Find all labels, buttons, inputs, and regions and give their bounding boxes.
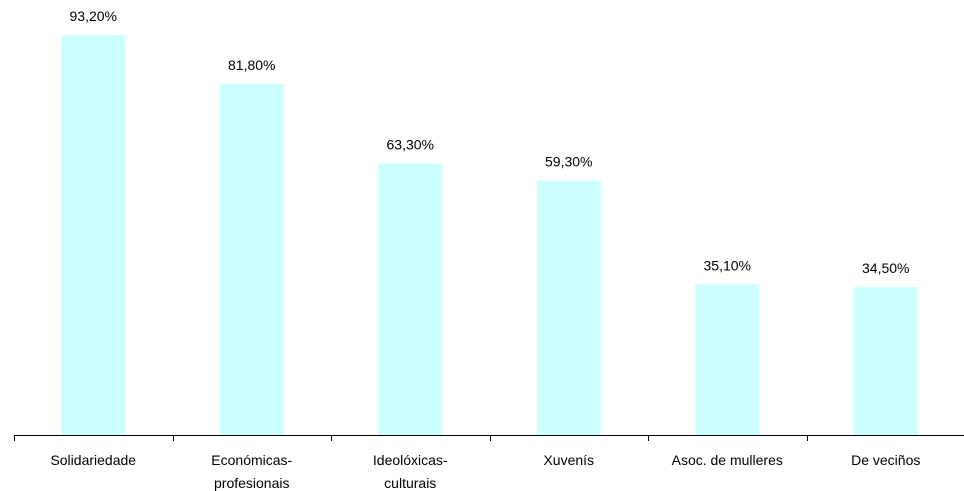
category-label: Solidariedade [50, 452, 136, 468]
bar [378, 163, 443, 435]
x-axis [14, 435, 964, 441]
bar [853, 286, 918, 435]
value-labels-group: 93,20% 81,80% 63,30% 59,30% 35,10% 34,50% [70, 8, 910, 276]
bar-value-label: 35,10% [704, 257, 751, 273]
bar-value-label: 81,80% [228, 57, 275, 73]
bar-value-label: 93,20% [70, 8, 117, 24]
category-label: Económicas-profesionais [211, 452, 292, 491]
category-label: Ideolóxicas-culturais [373, 452, 448, 491]
category-label-line: Económicas- [211, 452, 292, 468]
category-label-line: De veciños [851, 452, 920, 468]
bar [219, 84, 284, 435]
category-label: De veciños [851, 452, 920, 468]
category-label-line: Xuvenís [543, 452, 594, 468]
bar-value-label: 63,30% [387, 136, 434, 152]
bar [61, 35, 126, 436]
bar-value-label: 34,50% [862, 260, 909, 276]
category-label-line: Solidariedade [50, 452, 136, 468]
category-label-line: Asoc. de mulleres [672, 452, 783, 468]
category-label-line: profesionais [214, 475, 290, 491]
bars-group [61, 35, 918, 436]
category-labels-group: Solidariedade Económicas-profesionais Ideo… [50, 452, 920, 491]
bar [536, 180, 601, 435]
bar [695, 284, 760, 435]
category-label: Xuvenís [543, 452, 594, 468]
category-label-line: culturais [384, 475, 436, 491]
bar-value-label: 59,30% [545, 154, 592, 170]
category-label: Asoc. de mulleres [672, 452, 783, 468]
category-label-line: Ideolóxicas- [373, 452, 448, 468]
